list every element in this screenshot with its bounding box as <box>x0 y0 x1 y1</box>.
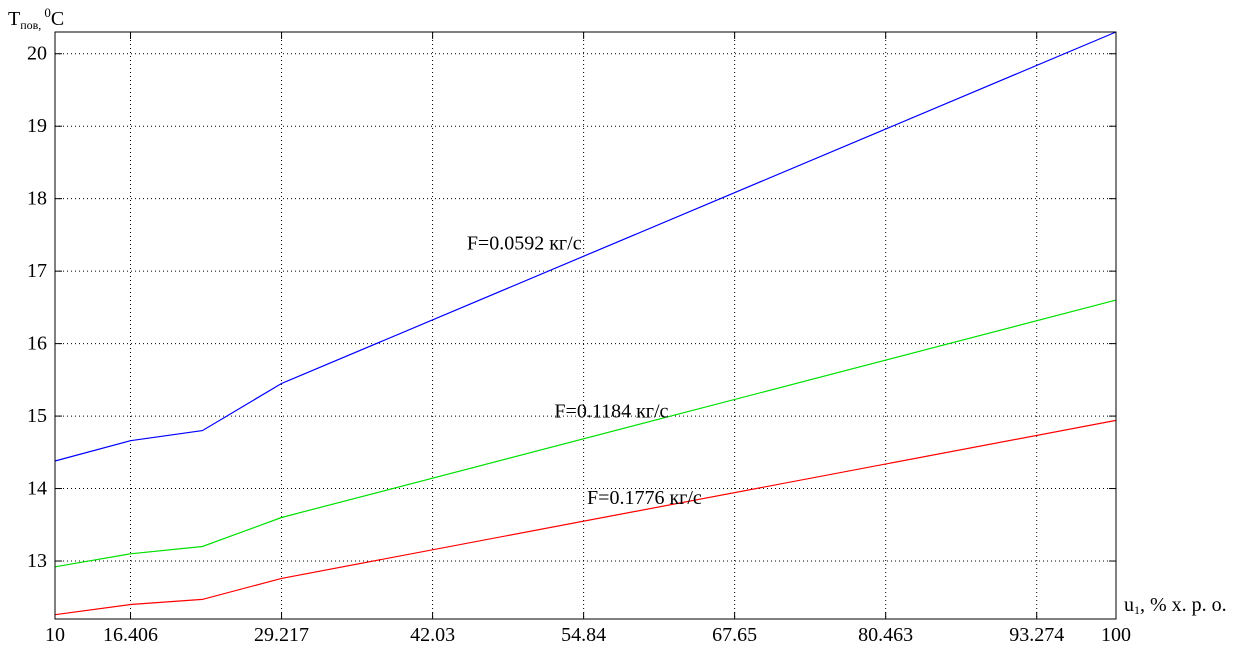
x-tick-label: 93.274 <box>1009 624 1064 645</box>
y-tick-label: 13 <box>27 550 47 572</box>
x-tick-label: 67.65 <box>712 624 757 645</box>
x-tick-label: 10 <box>45 624 65 645</box>
series-layer <box>54 31 1117 616</box>
y-axis-label: Tпов,0C <box>8 5 64 32</box>
y-tick-label: 17 <box>27 260 47 282</box>
tick-marks <box>54 32 1117 619</box>
x-axis-label-rest: , % х. р. о. <box>1140 594 1227 616</box>
x-tick-label: 54.84 <box>561 624 606 645</box>
series-line-2 <box>54 299 1117 568</box>
x-axis-label-main: u <box>1124 594 1134 616</box>
series-annotation: F=0.1776 кг/с <box>587 487 702 509</box>
y-axis-label-unit: C <box>51 8 64 30</box>
y-tick-label: 20 <box>27 43 47 65</box>
x-axis-label-sub: 1 <box>1134 603 1140 617</box>
series-line-1 <box>54 31 1117 462</box>
series-line-3 <box>54 419 1117 616</box>
series-annotations: F=0.0592 кг/с F=0.1184 кг/с F=0.1776 кг/с <box>467 232 702 508</box>
grid <box>55 32 1116 619</box>
y-tick-label: 18 <box>27 188 47 210</box>
y-axis-label-main: T <box>8 8 20 30</box>
x-tick-label: 80.463 <box>858 624 913 645</box>
y-axis-label-sup: 0 <box>44 5 51 20</box>
y-tick-label: 15 <box>27 405 47 427</box>
x-tick-label: 29.217 <box>254 624 309 645</box>
y-tick-label: 14 <box>27 478 47 500</box>
y-axis-label-sub: пов, <box>20 18 41 32</box>
series-annotation: F=0.0592 кг/с <box>467 232 582 254</box>
series-annotation: F=0.1184 кг/с <box>554 401 668 423</box>
x-tick-label: 16.406 <box>103 624 158 645</box>
x-tick-label: 42.03 <box>410 624 455 645</box>
y-tick-label: 19 <box>27 115 47 137</box>
tick-labels: 10 16.406 29.217 42.03 54.84 67.65 80.463 93.27… <box>27 43 1131 645</box>
plot-frame <box>54 31 1117 620</box>
x-tick-label: 100 <box>1101 624 1131 645</box>
x-axis-label: u1, % х. р. о. <box>1124 594 1227 617</box>
y-tick-label: 16 <box>27 333 47 355</box>
